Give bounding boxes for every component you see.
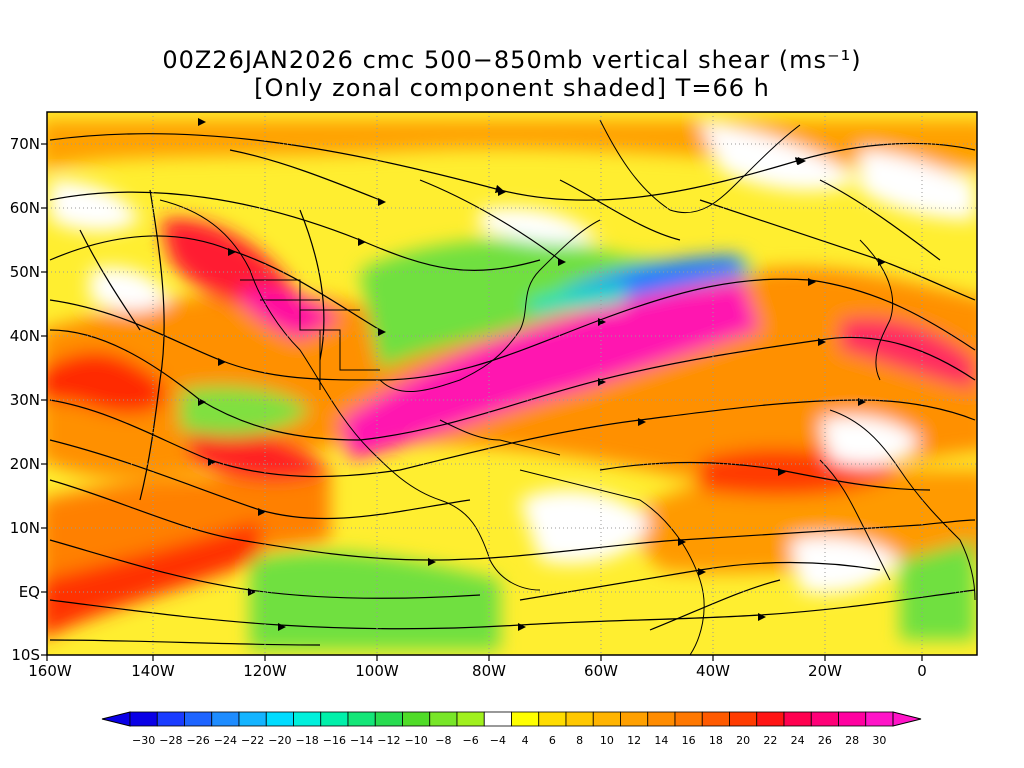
lon-label-120w: 120W bbox=[243, 662, 287, 680]
lat-label-10s: 10S bbox=[11, 646, 40, 664]
colorbar-box bbox=[156, 711, 185, 727]
colorbar-label: 24 bbox=[790, 734, 805, 747]
colorbar-label: 6 bbox=[548, 734, 556, 747]
colorbar-box bbox=[511, 711, 540, 727]
lat-label-70n: 70N bbox=[9, 135, 40, 153]
colorbar-box bbox=[538, 711, 567, 727]
coastlines bbox=[159, 119, 976, 655]
colorbar-box bbox=[483, 711, 512, 727]
colorbar-box bbox=[374, 711, 403, 727]
axis-ticks bbox=[41, 143, 923, 661]
lon-label-40w: 40W bbox=[696, 662, 730, 680]
colorbar-label: −26 bbox=[186, 734, 210, 747]
colorbar-label: −4 bbox=[489, 734, 506, 747]
colorbar-box bbox=[838, 711, 867, 727]
colorbar-label: 10 bbox=[599, 734, 614, 747]
colorbar-box bbox=[211, 711, 240, 727]
colorbar-label: 20 bbox=[736, 734, 751, 747]
colorbar-label: −20 bbox=[268, 734, 292, 747]
map-frame bbox=[46, 111, 978, 656]
colorbar-left-arrow bbox=[101, 711, 131, 727]
colorbar-box bbox=[674, 711, 703, 727]
colorbar-box bbox=[865, 711, 894, 727]
colorbar-box bbox=[701, 711, 730, 727]
colorbar-label: 26 bbox=[817, 734, 832, 747]
lat-label-10n: 10N bbox=[9, 519, 40, 537]
lon-label-60w: 60W bbox=[584, 662, 618, 680]
lon-label-20w: 20W bbox=[808, 662, 842, 680]
lat-label-60n: 60N bbox=[9, 199, 40, 217]
lat-label-20n: 20N bbox=[9, 455, 40, 473]
colorbar-label: 16 bbox=[681, 734, 696, 747]
colorbar-label: 30 bbox=[872, 734, 887, 747]
lat-label-40n: 40N bbox=[9, 327, 40, 345]
colorbar-box bbox=[320, 711, 349, 727]
lat-label-50n: 50N bbox=[9, 263, 40, 281]
colorbar-box bbox=[565, 711, 594, 727]
colorbar-box bbox=[783, 711, 812, 727]
colorbar-label: −12 bbox=[377, 734, 401, 747]
colorbar-box bbox=[347, 711, 376, 727]
lon-label-100w: 100W bbox=[355, 662, 399, 680]
colorbar-label: −24 bbox=[213, 734, 237, 747]
colorbar-label: 22 bbox=[763, 734, 778, 747]
colorbar-label: −10 bbox=[404, 734, 428, 747]
colorbar-box bbox=[810, 711, 839, 727]
colorbar-label: −18 bbox=[295, 734, 319, 747]
lat-label-eq: EQ bbox=[18, 583, 40, 601]
colorbar-box bbox=[129, 711, 158, 727]
lat-label-30n: 30N bbox=[9, 391, 40, 409]
colorbar-label: 12 bbox=[627, 734, 642, 747]
colorbar-label: −22 bbox=[241, 734, 265, 747]
colorbar-box bbox=[756, 711, 785, 727]
colorbar-label: −30 bbox=[132, 734, 156, 747]
shading-layer bbox=[47, 120, 977, 650]
colorbar-box bbox=[265, 711, 294, 727]
colorbar-box bbox=[429, 711, 458, 727]
colorbar-box bbox=[293, 711, 322, 727]
colorbar-label: 4 bbox=[521, 734, 529, 747]
colorbar-label: −14 bbox=[350, 734, 374, 747]
colorbar-label: 8 bbox=[576, 734, 584, 747]
colorbar-right-arrow bbox=[892, 711, 922, 727]
colorbar-box bbox=[647, 711, 676, 727]
colorbar-box bbox=[184, 711, 213, 727]
colorbar-label: −6 bbox=[462, 734, 479, 747]
lon-label-140w: 140W bbox=[131, 662, 175, 680]
colorbar-label: 18 bbox=[708, 734, 723, 747]
colorbar-box bbox=[238, 711, 267, 727]
colorbar-label: −8 bbox=[435, 734, 452, 747]
colorbar-label: −16 bbox=[322, 734, 346, 747]
colorbar-label: 28 bbox=[845, 734, 860, 747]
graticule bbox=[47, 112, 977, 655]
lon-label-0: 0 bbox=[917, 662, 927, 680]
colorbar-box bbox=[620, 711, 649, 727]
colorbar-label: −28 bbox=[159, 734, 183, 747]
colorbar-box bbox=[456, 711, 485, 727]
colorbar-box bbox=[402, 711, 431, 727]
map-title-line1: 00Z26JAN2026 cmc 500−850mb vertical shea… bbox=[162, 46, 862, 74]
colorbar-boxes bbox=[101, 711, 922, 727]
colorbar-box bbox=[592, 711, 621, 727]
colorbar-label: 14 bbox=[654, 734, 669, 747]
lon-label-160w: 160W bbox=[28, 662, 72, 680]
lon-label-80w: 80W bbox=[472, 662, 506, 680]
map-title-line2: [Only zonal component shaded] T=66 h bbox=[254, 74, 770, 102]
colorbar-box bbox=[729, 711, 758, 727]
